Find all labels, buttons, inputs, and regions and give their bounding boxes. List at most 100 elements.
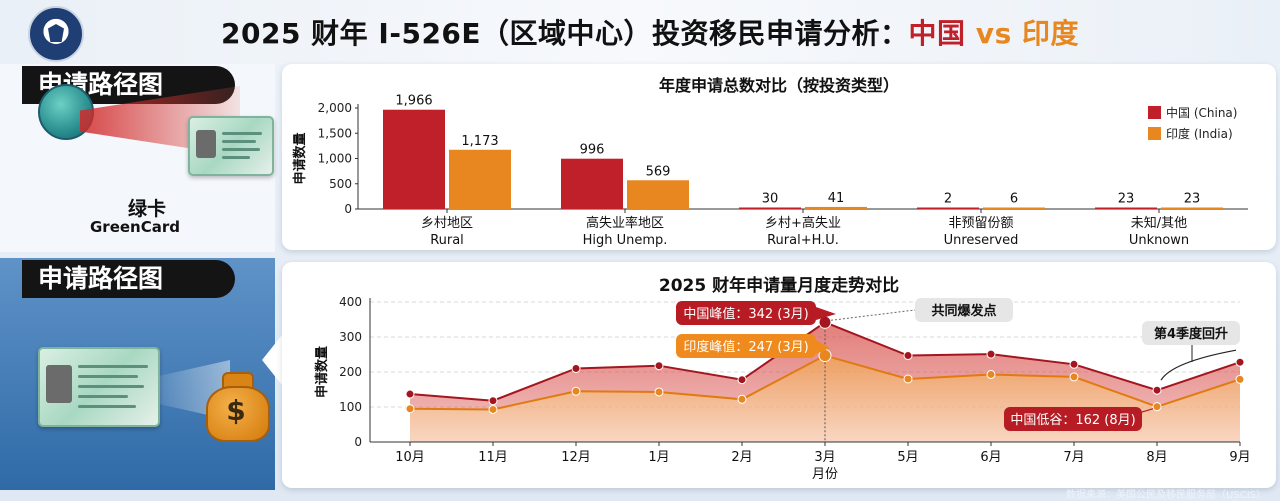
bar-data-label: 569 [646,164,671,179]
bar-ytick-label: 1,000 [318,152,352,166]
green-card-image-2 [38,347,160,427]
india-point [405,404,415,414]
page-title: 2025 财年 I-526E（区域中心）投资移民申请分析：中国 vs 印度 [0,12,1280,52]
china-point [488,396,498,406]
q4-rebound-bracket [1160,349,1237,381]
bar-data-label: 23 [1184,192,1201,207]
dollar-sign: $ [226,394,246,427]
annotation-q4-rebound: 第4季度回升 [1154,326,1228,342]
bar-india [627,180,689,209]
line-xtick-label: 8月 [1146,450,1167,465]
annotation-q4-rebound-box [1142,321,1240,345]
line-x-axis-label: 月份 [812,467,838,482]
china-point [986,349,996,359]
bar-ytick-label: 0 [344,202,352,216]
legend-label: 中国 (China) [1166,105,1237,120]
bar-india [983,207,1045,209]
china-point [571,364,581,373]
legend-swatch [1148,127,1161,140]
line-xtick-label: 9月 [1229,450,1250,465]
india-point [986,369,996,379]
line-xtick-label: 11月 [478,450,508,465]
bar-chart-panel: 年度申请总数对比（按投资类型） 0 500 1,000 1,500 2,000 申请数量 1… [282,64,1276,250]
china-point [737,375,747,385]
china-point [1152,385,1162,395]
annotation-china-peak: 中国峰值：342 (3月) [683,306,808,322]
bar-china [383,109,445,209]
title-main: 2025 财年 I-526E（区域中心）投资移民申请分析： [221,17,909,50]
line-y-axis-label: 申请数量 [314,346,330,398]
line-xtick-label: 10月 [395,450,425,465]
bar-category-label-en: Rural+H.U. [767,233,839,248]
bar-category-label: 未知/其他 [1131,215,1187,231]
china-point [903,351,913,361]
line-xtick-label: 7月 [1063,450,1084,465]
bar-data-label: 41 [828,191,845,206]
bar-category-label-en: Rural [430,233,464,248]
bar-category-label: 高失业率地区 [586,215,664,231]
line-xtick-label: 2月 [731,450,752,465]
bar-category-label: 非预留份额 [948,216,1013,231]
line-ytick-label: 300 [339,330,362,344]
annotation-china-peak-pointer [816,307,836,320]
bar-ytick-label: 2,000 [318,101,352,115]
annotation-china-peak-box [676,301,816,325]
bar-china [739,207,801,209]
money-bag-icon [206,386,270,442]
line-ytick-label: 200 [339,365,362,379]
annotation-joint-burst-box [915,298,1013,322]
bar-category-label-en: Unknown [1129,233,1189,248]
bar-y-axis-label: 申请数量 [292,132,308,184]
india-point [571,386,581,396]
annotation-india-peak-pointer [816,340,830,354]
line-xtick-label: 6月 [980,450,1001,465]
china-low-leader [1141,408,1154,413]
bar-chart-title: 年度申请总数对比（按投资类型） [658,76,899,95]
india-point [488,404,498,414]
bar-china [561,158,623,209]
bar-data-label: 996 [580,143,605,158]
bar-category-label-en: High Unemp. [583,233,668,248]
india-point [903,374,913,384]
bar-category-label-en: Unreserved [944,233,1019,248]
greencard-label-cn: 绿卡 [128,198,167,220]
title-india: 印度 [1021,17,1079,50]
legend-label: 印度 (India) [1166,126,1233,141]
annotation-india-peak: 印度峰值：247 (3月) [683,339,808,355]
bar-category-label: 乡村+高失业 [765,215,841,231]
line-ytick-label: 100 [339,400,362,414]
line-xtick-label: 5月 [897,450,918,465]
china-point [654,361,664,371]
bar-ytick-label: 500 [329,177,352,191]
bar-india [805,206,867,209]
bar-india [1161,207,1223,209]
annotation-joint-burst: 共同爆发点 [931,303,996,319]
india-point [1235,374,1245,384]
legend-swatch [1148,106,1161,119]
bar-data-label: 30 [762,191,779,206]
source-note: 数据来源：美国公民及移民服务局（USCIS） [1066,490,1266,501]
line-chart-panel: 2025 财年申请量月度走势对比 0 100 200 300 400 申请数量 10月 11月… [282,262,1276,488]
bar-data-label: 23 [1118,192,1135,207]
china-point [405,389,415,399]
bar-data-label: 1,173 [461,134,498,149]
bar-data-label: 1,966 [395,94,432,109]
dhs-seal-logo [28,6,84,62]
india-point [737,394,747,404]
bar-category-label: 乡村地区 [421,216,473,231]
bar-china [917,207,979,209]
line-ytick-label: 400 [339,295,362,309]
india-point [1152,402,1162,412]
line-chart: 0 100 200 300 400 申请数量 10月 11月 12月 1月 2月 3月 5月 6月 7月 8月… [314,295,1251,482]
line-xtick-label: 1月 [648,450,669,465]
title-vs: vs [965,17,1022,50]
line-xtick-label: 3月 [814,450,835,465]
greencard-label-en: GreenCard [90,218,180,236]
line-chart-title: 2025 财年申请量月度走势对比 [658,276,900,296]
line-ytick-label: 0 [354,435,362,449]
bar-india [449,149,511,209]
china-point [1235,357,1245,367]
india-point [1069,372,1079,382]
title-china: 中国 [908,17,966,50]
china-point [1069,359,1079,369]
